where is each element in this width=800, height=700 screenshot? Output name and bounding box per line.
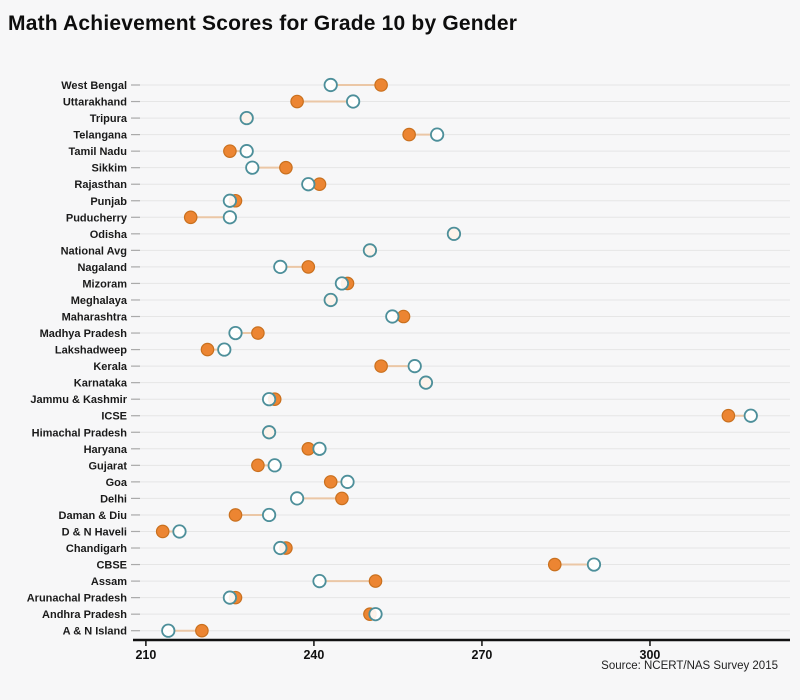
- teal-open-dot: [301, 177, 316, 192]
- orange-filled-dot: [721, 408, 736, 423]
- orange-filled-dot: [547, 557, 562, 572]
- teal-open-dot: [239, 110, 254, 126]
- x-tick-label: 240: [303, 648, 324, 662]
- category-label: Tripura: [90, 113, 128, 125]
- teal-open-dot: [385, 309, 400, 324]
- category-label: Odisha: [90, 229, 128, 241]
- orange-filled-dot: [195, 623, 209, 638]
- category-label: Lakshadweep: [55, 345, 127, 357]
- orange-filled-dot: [223, 144, 237, 158]
- teal-open-dot: [334, 276, 350, 291]
- orange-filled-dot: [200, 342, 215, 357]
- category-label: Sikkim: [92, 163, 128, 175]
- teal-open-dot: [228, 325, 243, 341]
- orange-filled-dot: [301, 260, 316, 274]
- teal-open-dot: [273, 259, 288, 274]
- category-label: Puducherry: [66, 212, 128, 224]
- category-label: Andhra Pradesh: [42, 609, 127, 621]
- teal-open-dot: [267, 458, 282, 473]
- teal-open-dot: [312, 441, 327, 456]
- orange-filled-dot: [251, 326, 265, 340]
- teal-open-dot: [222, 210, 237, 225]
- teal-open-dot: [323, 77, 338, 93]
- teal-open-dot: [161, 623, 176, 638]
- teal-open-dot: [446, 226, 462, 241]
- orange-filled-dot: [228, 508, 243, 522]
- teal-open-dot: [346, 94, 361, 109]
- category-label: Maharashtra: [62, 312, 128, 324]
- category-label: Jammu & Kashmir: [30, 394, 127, 406]
- category-label: Telangana: [73, 130, 127, 142]
- orange-filled-dot: [290, 94, 304, 109]
- teal-open-dot: [262, 392, 277, 407]
- category-label: Daman & Diu: [59, 510, 127, 522]
- category-label: Madhya Pradesh: [40, 328, 128, 340]
- teal-open-dot: [239, 144, 254, 159]
- orange-filled-dot: [374, 359, 388, 373]
- teal-open-dot: [245, 160, 260, 175]
- category-label: Arunachal Pradesh: [27, 593, 128, 605]
- teal-open-dot: [172, 524, 187, 539]
- category-label: Meghalaya: [71, 295, 128, 307]
- category-label: Chandigarh: [66, 543, 127, 555]
- category-label: West Bengal: [61, 80, 127, 92]
- category-label: Gujarat: [88, 460, 127, 472]
- orange-filled-dot: [279, 160, 293, 175]
- teal-open-dot: [217, 342, 232, 357]
- teal-open-dot: [340, 474, 355, 489]
- category-label: Delhi: [100, 493, 127, 505]
- source-note: Source: NCERT/NAS Survey 2015: [601, 660, 778, 672]
- teal-open-dot: [407, 359, 422, 374]
- orange-filled-dot: [374, 78, 388, 92]
- x-tick-label: 210: [135, 648, 156, 662]
- teal-open-dot: [273, 540, 288, 556]
- teal-open-dot: [430, 127, 445, 142]
- teal-open-dot: [368, 607, 383, 622]
- category-label: Kerala: [93, 361, 128, 373]
- category-label: Mizoram: [82, 278, 127, 290]
- teal-open-dot: [323, 292, 338, 308]
- orange-filled-dot: [155, 524, 170, 539]
- category-label: Karnataka: [74, 378, 128, 390]
- teal-open-dot: [222, 193, 237, 208]
- orange-filled-dot: [335, 491, 349, 506]
- category-label: Assam: [91, 576, 127, 588]
- category-label: National Avg: [61, 245, 127, 257]
- teal-open-dot: [290, 491, 305, 506]
- category-label: CBSE: [96, 560, 127, 572]
- x-tick-label: 270: [472, 648, 493, 662]
- category-label: ICSE: [101, 411, 127, 423]
- teal-open-dot: [222, 590, 237, 605]
- chart-title: Math Achievement Scores for Grade 10 by …: [8, 12, 518, 35]
- orange-filled-dot: [251, 458, 265, 473]
- teal-open-dot: [312, 573, 327, 589]
- category-label: Tamil Nadu: [69, 146, 127, 158]
- teal-open-dot: [418, 375, 434, 390]
- orange-filled-dot: [323, 475, 338, 489]
- orange-filled-dot: [183, 210, 198, 225]
- teal-open-dot: [743, 408, 758, 423]
- teal-open-dot: [262, 507, 277, 523]
- teal-open-dot: [586, 557, 602, 572]
- category-label: Nagaland: [77, 262, 127, 274]
- category-label: Punjab: [90, 196, 127, 208]
- category-label: D & N Haveli: [62, 526, 127, 538]
- category-label: Rajasthan: [74, 179, 127, 191]
- category-label: A & N Island: [63, 626, 127, 638]
- category-label: Haryana: [84, 444, 128, 456]
- category-label: Himachal Pradesh: [32, 427, 128, 439]
- orange-filled-dot: [402, 127, 416, 142]
- category-label: Uttarakhand: [63, 97, 127, 109]
- teal-open-dot: [362, 243, 378, 258]
- teal-open-dot: [262, 425, 277, 440]
- category-label: Goa: [106, 477, 128, 489]
- orange-filled-dot: [368, 574, 383, 588]
- x-tick-label: 300: [640, 648, 661, 662]
